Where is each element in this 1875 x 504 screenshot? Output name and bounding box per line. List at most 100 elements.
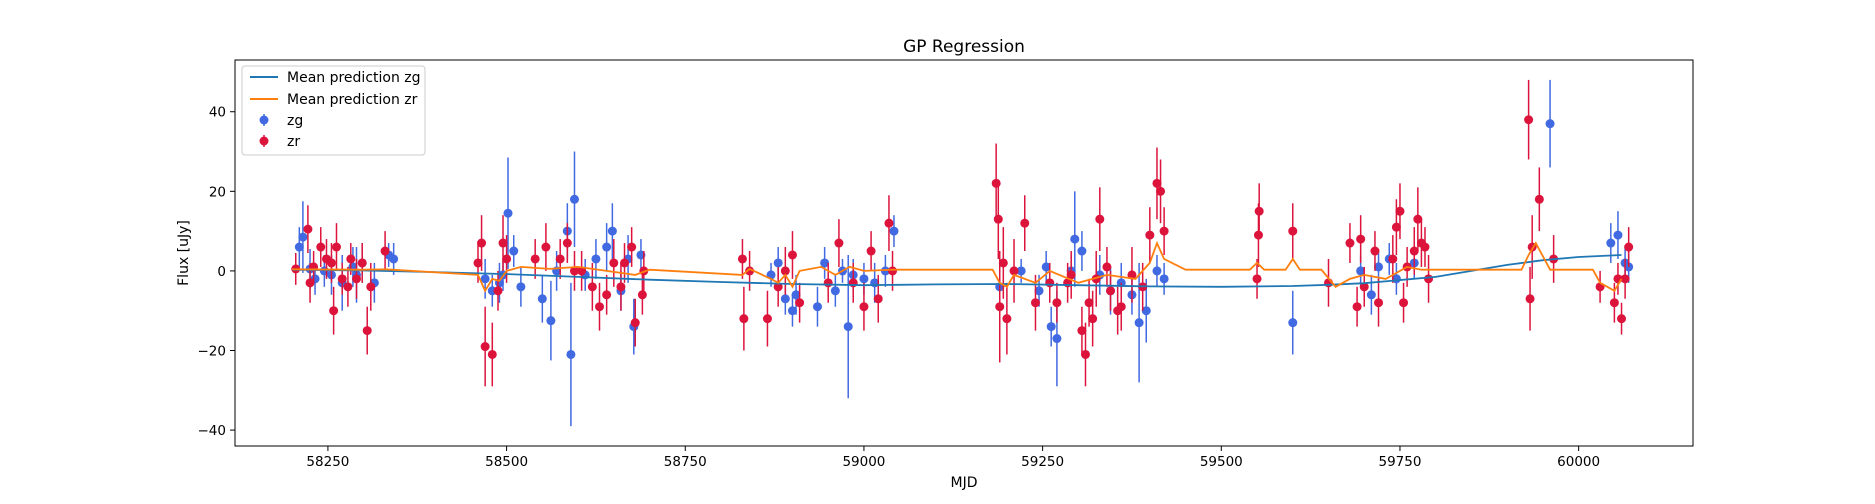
data-point xyxy=(337,274,347,284)
data-point xyxy=(1524,115,1534,125)
data-point xyxy=(795,298,805,308)
data-point xyxy=(1084,298,1094,308)
data-point xyxy=(1356,266,1366,276)
data-point xyxy=(1288,226,1298,236)
data-point xyxy=(1052,334,1062,344)
data-point xyxy=(998,258,1008,268)
data-point xyxy=(1395,206,1405,216)
ticks-layer: 58250 58500 58750 59000 59250 59500 59750 60000… xyxy=(198,105,1601,470)
series-zr xyxy=(291,79,1634,387)
data-point xyxy=(562,238,572,248)
data-point xyxy=(516,282,526,292)
data-point xyxy=(780,266,790,276)
data-point xyxy=(1391,222,1401,232)
data-point xyxy=(352,274,361,284)
legend-label-mean-zr: Mean prediction zr xyxy=(287,92,418,108)
data-point xyxy=(1134,318,1144,328)
data-point xyxy=(487,349,497,359)
data-point xyxy=(1141,306,1151,316)
data-point xyxy=(1399,298,1409,308)
data-point xyxy=(346,254,356,264)
data-point xyxy=(591,254,601,264)
data-point xyxy=(1152,266,1162,276)
x-tick-label: 58250 xyxy=(306,454,349,470)
data-points-layer xyxy=(291,79,1634,427)
data-point xyxy=(737,254,747,264)
data-point xyxy=(1102,262,1112,272)
data-point xyxy=(595,302,604,312)
data-point xyxy=(509,246,519,256)
legend-label-zg: zg xyxy=(287,113,303,129)
data-point xyxy=(541,242,551,252)
data-point xyxy=(329,306,339,316)
data-point xyxy=(1352,302,1362,312)
data-point xyxy=(823,278,833,288)
data-point xyxy=(1545,119,1555,129)
data-point xyxy=(888,266,898,276)
data-point xyxy=(357,258,367,268)
data-point xyxy=(569,194,579,204)
data-point xyxy=(1106,286,1116,296)
y-tick-label: 20 xyxy=(209,184,226,200)
data-point xyxy=(343,282,353,292)
data-point xyxy=(546,316,556,326)
data-point xyxy=(1620,274,1630,284)
data-point xyxy=(1041,262,1051,272)
data-point xyxy=(1359,282,1369,292)
legend-box xyxy=(241,65,426,156)
data-point xyxy=(995,302,1005,312)
data-point xyxy=(873,294,883,304)
data-point xyxy=(1159,226,1169,236)
data-point xyxy=(745,266,755,276)
data-point xyxy=(889,226,899,236)
data-point xyxy=(880,266,890,276)
data-point xyxy=(294,242,304,252)
data-point xyxy=(1081,349,1090,359)
data-point xyxy=(1356,234,1366,244)
data-point xyxy=(602,242,612,252)
data-point xyxy=(1424,274,1434,284)
data-point xyxy=(1252,274,1262,284)
data-point xyxy=(1409,246,1419,256)
data-point xyxy=(791,290,801,300)
data-point xyxy=(843,322,853,332)
data-point xyxy=(834,238,844,248)
data-point xyxy=(859,274,869,284)
data-point xyxy=(577,266,587,276)
y-tick-label: −20 xyxy=(198,343,227,359)
data-point xyxy=(1116,302,1126,312)
data-point xyxy=(1413,214,1423,224)
data-point xyxy=(787,250,797,260)
data-point xyxy=(1254,206,1264,216)
data-point xyxy=(1613,230,1623,240)
mean-prediction-layer xyxy=(292,240,1623,293)
data-point xyxy=(993,214,1003,224)
data-point xyxy=(305,278,315,288)
data-point xyxy=(1156,186,1166,196)
chart-title: GP Regression xyxy=(903,37,1025,57)
data-point xyxy=(1370,246,1380,256)
data-point xyxy=(493,286,503,296)
data-point xyxy=(1034,286,1044,296)
y-tick-label: 0 xyxy=(217,264,226,280)
data-point xyxy=(587,282,597,292)
data-point xyxy=(602,290,612,300)
data-point xyxy=(1624,242,1634,252)
data-point xyxy=(773,258,783,268)
data-point xyxy=(1009,266,1019,276)
data-point xyxy=(1020,218,1030,228)
data-point xyxy=(362,326,372,336)
data-point xyxy=(569,266,579,276)
data-point xyxy=(739,314,749,324)
data-point xyxy=(1077,326,1087,336)
data-point xyxy=(1045,278,1055,288)
data-point xyxy=(830,286,840,296)
data-point xyxy=(498,238,508,248)
data-point xyxy=(480,342,490,352)
mean-prediction-line xyxy=(292,254,1622,288)
data-point xyxy=(859,302,869,312)
data-point xyxy=(620,258,630,268)
data-point xyxy=(1095,214,1105,224)
